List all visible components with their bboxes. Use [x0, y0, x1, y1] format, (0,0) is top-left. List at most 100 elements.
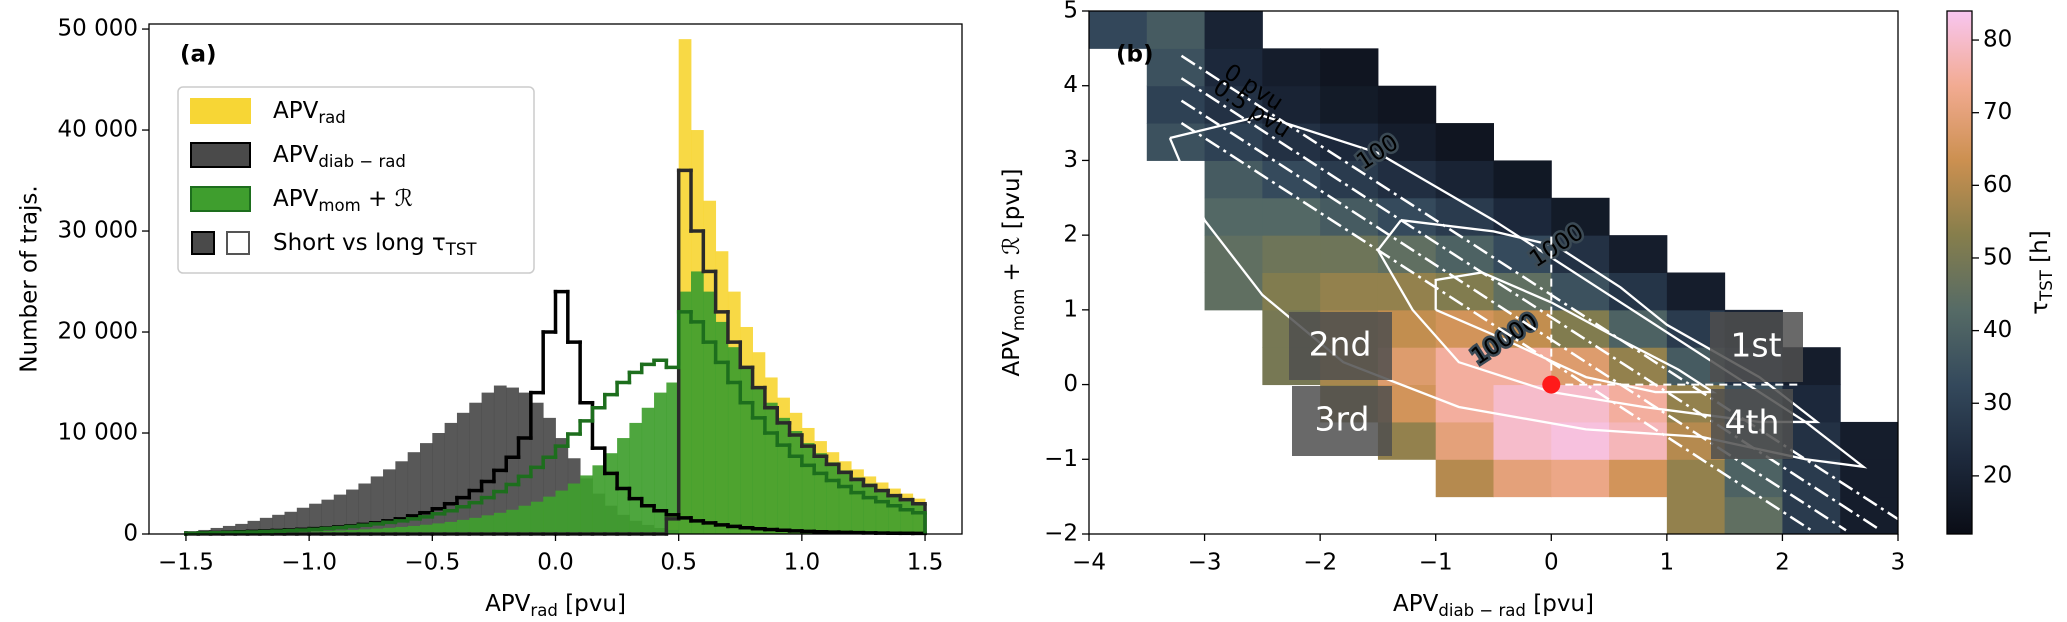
hist-bar	[383, 469, 396, 534]
y-axis-label-sub: mom	[1009, 289, 1028, 331]
y-tick-label: 0	[123, 521, 138, 547]
hist-bar	[703, 291, 717, 534]
colorbar-tick-label: 60	[1983, 172, 2012, 198]
x-tick-label: −1.5	[158, 550, 214, 576]
colorbar-tick-label: 50	[1983, 244, 2012, 270]
heat-cell	[1377, 85, 1437, 124]
heat-cell	[1609, 272, 1668, 311]
axes-frame	[1088, 10, 1899, 535]
heat-cell	[1551, 235, 1610, 273]
hist-bar	[432, 433, 446, 534]
hist-bar	[481, 515, 495, 534]
heat-cell	[1435, 459, 1494, 498]
hist-bar	[592, 465, 606, 534]
heat-cell	[1262, 123, 1321, 161]
heat-cell	[1666, 272, 1726, 311]
hist-bar	[777, 417, 790, 534]
x-axis-label-main: APV	[485, 591, 531, 617]
legend-label-main: APV	[273, 142, 319, 168]
y-axis-label-suffix: + ℛ [pvu]	[999, 168, 1025, 288]
x-tick-label: −1	[1419, 550, 1453, 576]
x-axis-label: APVrad [pvu]	[485, 591, 626, 620]
colorbar-tick-label: 70	[1983, 99, 2012, 125]
hist-bar	[678, 291, 692, 534]
heat-cell	[1435, 235, 1494, 273]
y-axis-label: Number of trajs.	[17, 185, 43, 372]
colorbar-tick-label: 80	[1983, 27, 2012, 53]
hist-bar	[420, 443, 433, 534]
panel-label: (a)	[180, 42, 217, 68]
quadrant-label: 3rd	[1315, 400, 1370, 439]
heat-cell	[1493, 197, 1552, 236]
axes-frame	[148, 23, 963, 535]
legend-label-main: APV	[273, 186, 319, 212]
x-axis-label-sub: rad	[530, 601, 557, 620]
y-tick-label: 20 000	[58, 319, 138, 345]
y-tick-label: 50 000	[58, 16, 138, 42]
y-axis-label: APVmom + ℛ [pvu]	[999, 168, 1028, 376]
x-tick-label: −3	[1188, 550, 1222, 576]
hist-bar	[580, 475, 593, 534]
heat-cell	[1551, 384, 1610, 423]
heat-cell	[1609, 421, 1668, 460]
legend-label-main: APV	[273, 98, 319, 124]
y-tick-label: 3	[1063, 147, 1078, 173]
x-axis-label-suffix: [pvu]	[1526, 591, 1594, 617]
hist-bar	[666, 382, 680, 534]
hist-bar	[309, 503, 322, 534]
heat-cell	[1493, 347, 1552, 386]
heat-cell	[1609, 235, 1668, 273]
heat-cell	[1435, 309, 1494, 348]
hist-bar	[740, 367, 753, 534]
hist-bar	[358, 483, 372, 534]
hist-bar	[321, 499, 335, 534]
heat-cell	[1320, 272, 1379, 311]
heat-cell	[1262, 160, 1321, 199]
heat-cell	[1551, 459, 1610, 498]
legend-swatch	[190, 142, 251, 168]
hist-bar	[346, 489, 359, 534]
heat-cell	[1609, 347, 1668, 386]
heat-cell	[1609, 459, 1668, 498]
quadrant-box	[1292, 386, 1392, 456]
hist-bar	[407, 525, 421, 534]
hist-bar	[518, 505, 532, 534]
heat-cell	[1435, 347, 1494, 386]
heat-cell	[1840, 496, 1898, 534]
y-tick-label: −1	[1044, 446, 1078, 472]
x-tick-label: 0.0	[537, 550, 574, 576]
x-tick-label: −2	[1303, 550, 1337, 576]
legend-label-sub: rad	[318, 108, 345, 127]
heat-cell	[1204, 272, 1263, 311]
colorbar-tick-label: 40	[1983, 317, 2012, 343]
colorbar-tick-label: 30	[1983, 390, 2012, 416]
hist-bar	[432, 523, 446, 534]
x-tick-label: 1.0	[784, 550, 821, 576]
quadrant-box	[1289, 312, 1392, 380]
heat-cell	[1146, 85, 1206, 124]
legend-label-sub: mom	[318, 196, 360, 215]
heat-cell	[1204, 11, 1263, 49]
y-tick-label: 4	[1063, 72, 1078, 98]
heat-cell	[1551, 272, 1610, 311]
heat-cell	[1493, 384, 1552, 423]
hist-bar	[420, 524, 433, 534]
heat-cell	[1666, 459, 1726, 498]
heat-cell	[1262, 85, 1321, 124]
heat-cell	[1089, 11, 1148, 49]
heat-cell	[1551, 197, 1610, 236]
legend-swatch	[191, 231, 215, 255]
heat-cell	[1377, 197, 1437, 236]
hist-bar	[629, 422, 643, 534]
legend-label: APVdiab − rad	[273, 142, 406, 171]
y-tick-label: 10 000	[58, 420, 138, 446]
hist-bar	[222, 525, 236, 534]
panel-label: (b)	[1116, 42, 1154, 68]
y-axis-label-main: APV	[999, 331, 1025, 377]
x-tick-label: 0	[1544, 550, 1559, 576]
quadrant-box	[1711, 389, 1793, 459]
heat-cell	[1493, 421, 1552, 460]
legend-swatch	[190, 98, 251, 124]
legend-swatch	[226, 231, 250, 255]
